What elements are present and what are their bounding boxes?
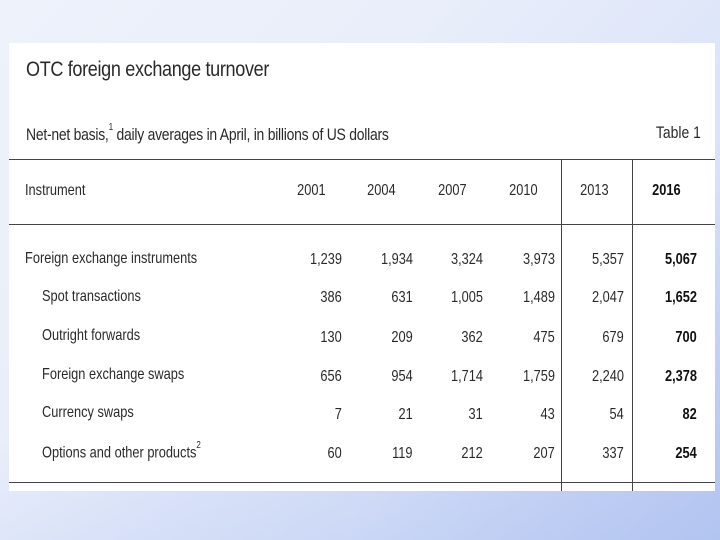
table-cell: 362 bbox=[461, 329, 483, 346]
table-cell: 656 bbox=[320, 368, 342, 385]
header-instrument: Instrument bbox=[25, 182, 86, 199]
subtitle-footnote-mark: 1 bbox=[108, 122, 114, 134]
row-label-outright-forwards: Outright forwards bbox=[42, 327, 141, 344]
row-label-options-text: Options and other products bbox=[42, 444, 197, 462]
table-cell: 3,973 bbox=[522, 251, 555, 268]
column-divider-2016 bbox=[632, 159, 633, 491]
table-cell: 679 bbox=[602, 329, 624, 346]
header-top-rule bbox=[9, 159, 715, 160]
table-cell: 1,239 bbox=[309, 251, 342, 268]
table-cell: 54 bbox=[609, 406, 624, 423]
header-year-2016: 2016 bbox=[652, 182, 681, 199]
table-bottom-rule bbox=[9, 482, 715, 483]
column-divider-2013 bbox=[561, 159, 562, 491]
header-year-2004: 2004 bbox=[367, 182, 396, 199]
table-cell: 700 bbox=[675, 329, 697, 346]
table-subtitle: Net-net basis,1 daily averages in April,… bbox=[26, 122, 389, 145]
table-cell: 82 bbox=[682, 406, 697, 423]
table-cell: 2,240 bbox=[591, 368, 624, 385]
table-cell: 631 bbox=[391, 289, 413, 306]
row-label-spot: Spot transactions bbox=[42, 288, 141, 305]
header-year-2013: 2013 bbox=[580, 182, 609, 199]
table-cell: 475 bbox=[533, 329, 555, 346]
table-cell: 1,714 bbox=[450, 368, 483, 385]
table-cell: 5,067 bbox=[664, 251, 697, 268]
table-cell: 1,652 bbox=[664, 289, 697, 306]
subtitle-main: Net-net basis, bbox=[26, 125, 109, 144]
header-bottom-rule bbox=[9, 224, 715, 225]
table-cell: 207 bbox=[533, 445, 555, 462]
table-cell: 21 bbox=[398, 406, 413, 423]
options-footnote-mark: 2 bbox=[196, 440, 201, 451]
table-cell: 119 bbox=[392, 445, 413, 462]
table-cell: 31 bbox=[468, 406, 483, 423]
row-label-fx-swaps: Foreign exchange swaps bbox=[42, 366, 185, 383]
table-cell: 2,047 bbox=[591, 289, 624, 306]
table-cell: 212 bbox=[461, 445, 483, 462]
subtitle-rest: daily averages in April, in billions of … bbox=[112, 125, 389, 144]
table-cell: 954 bbox=[391, 368, 413, 385]
table-cell: 7 bbox=[334, 406, 342, 423]
header-year-2010: 2010 bbox=[509, 182, 538, 199]
table-cell: 5,357 bbox=[591, 251, 624, 268]
header-year-2007: 2007 bbox=[438, 182, 467, 199]
table-cell: 1,759 bbox=[522, 368, 555, 385]
table-cell: 1,489 bbox=[522, 289, 555, 306]
table-cell: 130 bbox=[320, 329, 342, 346]
table-cell: 3,324 bbox=[450, 251, 483, 268]
table-cell: 2,378 bbox=[664, 368, 697, 385]
table-cell: 60 bbox=[327, 445, 342, 462]
row-label-currency-swaps: Currency swaps bbox=[42, 404, 134, 421]
table-cell: 337 bbox=[602, 445, 624, 462]
row-label-fx-instruments: Foreign exchange instruments bbox=[25, 250, 198, 267]
row-label-options: Options and other products2 bbox=[42, 440, 201, 462]
table-cell: 43 bbox=[540, 406, 555, 423]
table-cell: 209 bbox=[391, 329, 413, 346]
slide-content: OTC foreign exchange turnover Net-net ba… bbox=[9, 43, 715, 491]
table-cell: 1,005 bbox=[450, 289, 483, 306]
header-year-2001: 2001 bbox=[297, 182, 326, 199]
table-number-label: Table 1 bbox=[656, 123, 701, 142]
table-cell: 386 bbox=[320, 289, 342, 306]
table-cell: 1,934 bbox=[380, 251, 413, 268]
table-title: OTC foreign exchange turnover bbox=[26, 58, 270, 81]
table-cell: 254 bbox=[675, 445, 697, 462]
